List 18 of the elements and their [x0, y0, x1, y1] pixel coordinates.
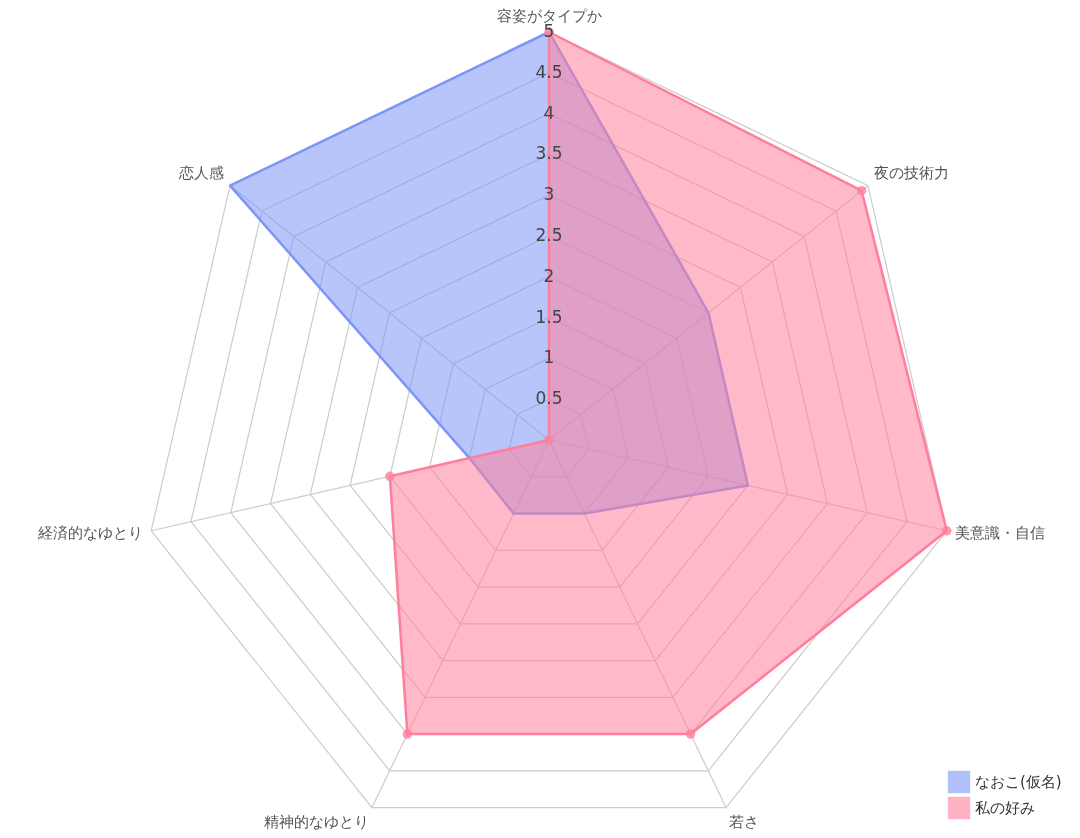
y-tick-label: 1 — [543, 347, 555, 368]
spoke-label: 恋人感 — [177, 163, 224, 182]
legend-label: 私の好み — [975, 799, 1035, 817]
y-tick-label: 2.5 — [535, 225, 563, 245]
y-tick-label: 4 — [543, 102, 555, 123]
spoke-label: 若さ — [729, 812, 760, 831]
legend-label: なおこ(仮名) — [975, 773, 1062, 791]
y-tick-label: 3.5 — [535, 143, 563, 164]
y-tick-label: 2 — [543, 265, 555, 286]
y-tick-label: 4.5 — [535, 61, 563, 82]
spoke-label: 容姿がタイプか — [496, 7, 602, 25]
spoke-label: 夜の技術力 — [874, 163, 950, 182]
spoke-label: 美意識・自信 — [954, 523, 1045, 542]
y-tick-label: 1.5 — [535, 306, 563, 327]
spoke-label: 経済的なゆとり — [37, 523, 144, 542]
y-tick-label: 0.5 — [535, 388, 563, 409]
spoke-label: 精神的なゆとり — [263, 812, 369, 831]
y-tick-label: 3 — [543, 184, 555, 205]
